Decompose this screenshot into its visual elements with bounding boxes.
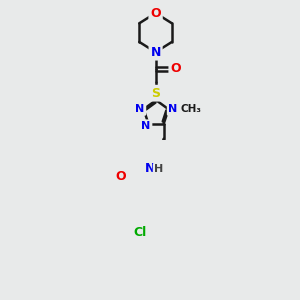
Text: O: O [170, 62, 181, 76]
Text: N: N [169, 104, 178, 114]
Text: H: H [154, 164, 164, 174]
Text: CH₃: CH₃ [180, 104, 201, 114]
Text: N: N [135, 104, 145, 114]
Text: N: N [141, 121, 151, 131]
Text: O: O [116, 170, 126, 183]
Text: N: N [150, 46, 161, 59]
Text: N: N [145, 162, 155, 175]
Text: Cl: Cl [134, 226, 147, 239]
Text: S: S [151, 87, 160, 100]
Text: O: O [150, 7, 161, 20]
